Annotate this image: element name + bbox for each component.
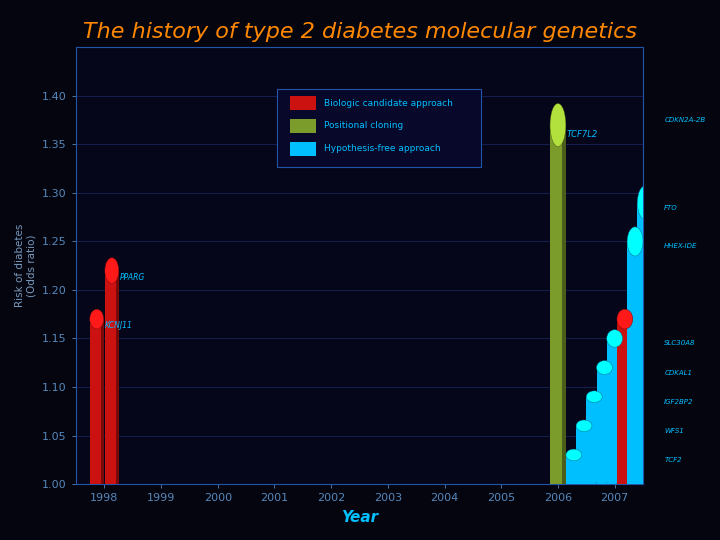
Ellipse shape bbox=[576, 420, 592, 431]
Ellipse shape bbox=[586, 391, 602, 402]
Text: CDKAL1: CDKAL1 bbox=[665, 369, 692, 375]
Text: SLC30A8: SLC30A8 bbox=[665, 340, 696, 347]
Bar bbox=[609, 368, 613, 484]
FancyBboxPatch shape bbox=[277, 89, 482, 167]
Bar bbox=[647, 116, 663, 484]
Ellipse shape bbox=[576, 478, 592, 490]
Text: HHEX-IDE: HHEX-IDE bbox=[665, 244, 698, 249]
Bar bbox=[660, 116, 663, 484]
FancyBboxPatch shape bbox=[289, 96, 316, 110]
X-axis label: Year: Year bbox=[341, 510, 378, 525]
FancyBboxPatch shape bbox=[289, 119, 316, 133]
Ellipse shape bbox=[586, 478, 602, 490]
Bar bbox=[599, 397, 602, 484]
Bar bbox=[562, 125, 566, 484]
Text: PPARG: PPARG bbox=[120, 273, 145, 281]
Text: TCF2: TCF2 bbox=[665, 457, 682, 463]
Text: FTO: FTO bbox=[665, 205, 678, 211]
Bar bbox=[566, 455, 582, 484]
Bar bbox=[619, 339, 623, 484]
Bar bbox=[607, 339, 623, 484]
Ellipse shape bbox=[617, 474, 633, 494]
Text: Positional cloning: Positional cloning bbox=[324, 122, 404, 131]
Ellipse shape bbox=[627, 469, 643, 498]
FancyBboxPatch shape bbox=[289, 141, 316, 156]
Ellipse shape bbox=[647, 93, 663, 138]
Text: TCF7L2: TCF7L2 bbox=[567, 130, 598, 139]
Ellipse shape bbox=[617, 309, 633, 329]
Bar bbox=[116, 271, 119, 484]
Ellipse shape bbox=[637, 186, 653, 220]
Text: IGF2BP2: IGF2BP2 bbox=[665, 399, 693, 404]
Ellipse shape bbox=[596, 361, 613, 375]
Bar bbox=[105, 271, 119, 484]
Ellipse shape bbox=[90, 309, 104, 329]
Bar bbox=[649, 202, 653, 484]
Ellipse shape bbox=[566, 449, 582, 461]
Bar bbox=[617, 319, 633, 484]
Y-axis label: Risk of diabetes
(Odds ratio): Risk of diabetes (Odds ratio) bbox=[15, 224, 37, 307]
Ellipse shape bbox=[105, 258, 119, 284]
Text: Biologic candidate approach: Biologic candidate approach bbox=[324, 99, 453, 108]
Bar bbox=[596, 368, 613, 484]
Bar bbox=[90, 319, 104, 484]
Ellipse shape bbox=[105, 471, 119, 497]
Bar bbox=[627, 241, 643, 484]
Ellipse shape bbox=[90, 474, 104, 494]
Text: KCNJ11: KCNJ11 bbox=[104, 321, 132, 330]
Ellipse shape bbox=[637, 467, 653, 501]
Text: WFS1: WFS1 bbox=[665, 428, 684, 434]
Text: The history of type 2 diabetes molecular genetics: The history of type 2 diabetes molecular… bbox=[83, 22, 637, 42]
Ellipse shape bbox=[550, 462, 566, 505]
Bar bbox=[101, 319, 104, 484]
Ellipse shape bbox=[566, 478, 582, 490]
Ellipse shape bbox=[627, 227, 643, 256]
Bar bbox=[576, 426, 592, 484]
Ellipse shape bbox=[596, 477, 613, 491]
Bar bbox=[637, 202, 653, 484]
Bar bbox=[578, 455, 582, 484]
Bar bbox=[639, 241, 643, 484]
Text: Hypothesis-free approach: Hypothesis-free approach bbox=[324, 144, 441, 153]
Ellipse shape bbox=[607, 475, 623, 493]
Bar bbox=[550, 125, 566, 484]
Bar bbox=[586, 397, 602, 484]
Ellipse shape bbox=[550, 104, 566, 146]
Ellipse shape bbox=[647, 462, 663, 506]
Bar bbox=[629, 319, 633, 484]
Ellipse shape bbox=[607, 330, 623, 347]
Text: CDKN2A-2B: CDKN2A-2B bbox=[665, 117, 706, 123]
Bar bbox=[588, 426, 592, 484]
